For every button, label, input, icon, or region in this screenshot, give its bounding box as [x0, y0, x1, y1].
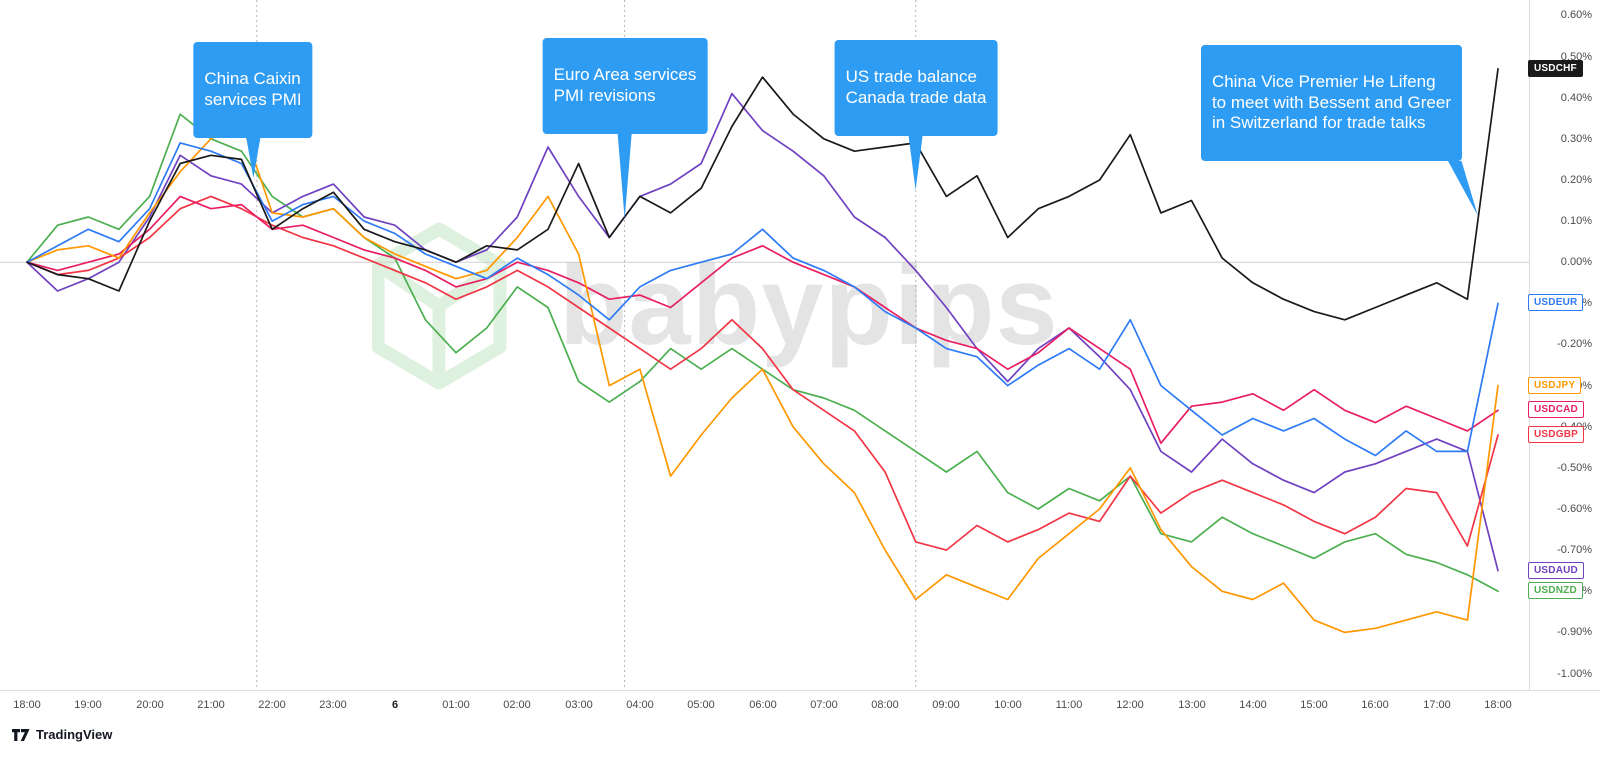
price-axis-label: -0.70%	[1557, 544, 1592, 556]
time-axis-label: 01:00	[442, 699, 470, 711]
time-axis-label: 10:00	[994, 699, 1022, 711]
time-axis-label: 23:00	[319, 699, 347, 711]
time-axis-label: 06:00	[749, 699, 777, 711]
time-axis-label: 05:00	[687, 699, 715, 711]
time-axis-label: 6	[391, 699, 399, 711]
time-axis-label: 13:00	[1178, 699, 1206, 711]
event-callout-text: Euro Area services PMI revisions	[553, 65, 697, 105]
price-label-usdchf: USDCHF	[1528, 60, 1583, 77]
time-axis-label: 14:00	[1239, 699, 1267, 711]
time-axis-label: 15:00	[1300, 699, 1328, 711]
time-axis-label: 09:00	[932, 699, 960, 711]
price-label-usdnzd: USDNZD	[1528, 582, 1583, 599]
time-axis-label: 22:00	[258, 699, 286, 711]
time-axis-label: 16:00	[1361, 699, 1389, 711]
callout-pointer-icon	[618, 133, 632, 219]
price-axis-label: -0.20%	[1557, 338, 1592, 350]
price-label-usdgbp: USDGBP	[1528, 426, 1584, 443]
event-callout-text: China Caixin services PMI	[204, 69, 302, 109]
time-axis-label: 17:00	[1423, 699, 1451, 711]
series-line-usdjpy[interactable]	[26, 121, 1499, 634]
time-axis-label: 19:00	[74, 699, 102, 711]
price-label-usdeur: USDEUR	[1528, 294, 1584, 311]
time-axis-label: 04:00	[626, 699, 654, 711]
time-axis-label: 21:00	[197, 699, 225, 711]
price-axis-label: 0.00%	[1560, 256, 1592, 268]
event-callout-china-trade-talks: China Vice Premier He Lifeng to meet wit…	[1200, 45, 1478, 216]
price-axis-label: 0.20%	[1560, 174, 1592, 186]
price-axis-label: 0.40%	[1560, 92, 1592, 104]
tradingview-logo-icon	[12, 728, 30, 741]
time-axis-label: 20:00	[136, 699, 164, 711]
price-axis-label: 0.60%	[1560, 9, 1592, 21]
time-axis-label: 02:00	[503, 699, 531, 711]
time-axis-label: 08:00	[871, 699, 899, 711]
callout-pointer-icon	[909, 135, 923, 190]
tradingview-logo-text: TradingView	[36, 727, 113, 742]
price-axis-label: -0.90%	[1557, 626, 1592, 638]
price-label-usdcad: USDCAD	[1528, 401, 1584, 418]
series-line-usdnzd[interactable]	[26, 113, 1499, 593]
tradingview-logo[interactable]: TradingView	[12, 727, 112, 742]
time-axis-label: 03:00	[565, 699, 593, 711]
price-axis-label: -0.60%	[1557, 503, 1592, 515]
price-axis-label: 0.30%	[1560, 133, 1592, 145]
event-callout-china-caixin-pmi: China Caixin services PMI	[193, 42, 313, 178]
price-label-usdjpy: USDJPY	[1528, 377, 1582, 394]
event-callout-us-canada-trade: US trade balance Canada trade data	[834, 40, 998, 190]
time-axis-label: 18:00	[1484, 699, 1512, 711]
price-axis-label: 0.10%	[1560, 215, 1592, 227]
time-axis-label: 07:00	[810, 699, 838, 711]
time-axis[interactable]: 18:00 19:00 20:00 21:00 22:00 23:00 6 01:00 02:0…	[0, 691, 1600, 721]
callout-pointer-icon	[245, 137, 260, 178]
event-callout-text: US trade balance Canada trade data	[845, 67, 987, 107]
time-axis-label: 12:00	[1116, 699, 1144, 711]
series-line-usdcad[interactable]	[26, 195, 1499, 445]
price-label-usdaud: USDAUD	[1528, 562, 1584, 579]
price-axis-label: -0.50%	[1557, 462, 1592, 474]
series-line-usdchf[interactable]	[26, 68, 1499, 321]
time-axis-label: 11:00	[1055, 699, 1083, 711]
price-axis-label: -1.00%	[1557, 668, 1592, 680]
axis-separator	[0, 690, 1600, 691]
event-callout-text: China Vice Premier He Lifeng to meet wit…	[1211, 72, 1451, 133]
event-callout-euro-area-pmi: Euro Area services PMI revisions	[542, 38, 708, 219]
time-axis-label: 18:00	[13, 699, 41, 711]
series-line-usdeur[interactable]	[26, 142, 1499, 457]
series-line-usdgbp[interactable]	[26, 195, 1499, 551]
